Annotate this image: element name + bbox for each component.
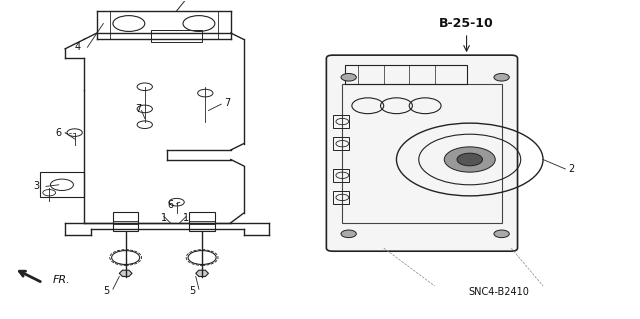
Circle shape [341,73,356,81]
Polygon shape [196,270,209,277]
Text: 4: 4 [75,42,81,52]
Bar [40,172,84,197]
Text: 7: 7 [225,98,231,108]
Text: 1: 1 [161,213,167,223]
Bar [189,212,215,231]
Text: 1: 1 [183,213,189,223]
Text: 6: 6 [56,128,62,137]
FancyBboxPatch shape [326,55,518,251]
Bar [113,212,138,231]
Text: 3: 3 [33,182,40,191]
Text: FR.: FR. [52,275,70,285]
Text: 7: 7 [135,104,141,114]
Circle shape [444,147,495,172]
Bar [346,65,467,84]
Text: 5: 5 [104,286,109,296]
Bar [151,30,202,42]
Text: 5: 5 [189,286,196,296]
Circle shape [457,153,483,166]
Text: SNC4-B2410: SNC4-B2410 [468,287,529,297]
Circle shape [341,230,356,238]
Bar [333,169,349,182]
Circle shape [494,230,509,238]
Circle shape [494,73,509,81]
Text: B-25-10: B-25-10 [439,17,494,30]
Bar [342,84,502,223]
Bar [333,115,349,128]
Text: 6: 6 [167,200,173,210]
Text: 2: 2 [568,164,575,174]
Bar [333,137,349,150]
Bar [333,191,349,204]
Polygon shape [119,270,132,277]
